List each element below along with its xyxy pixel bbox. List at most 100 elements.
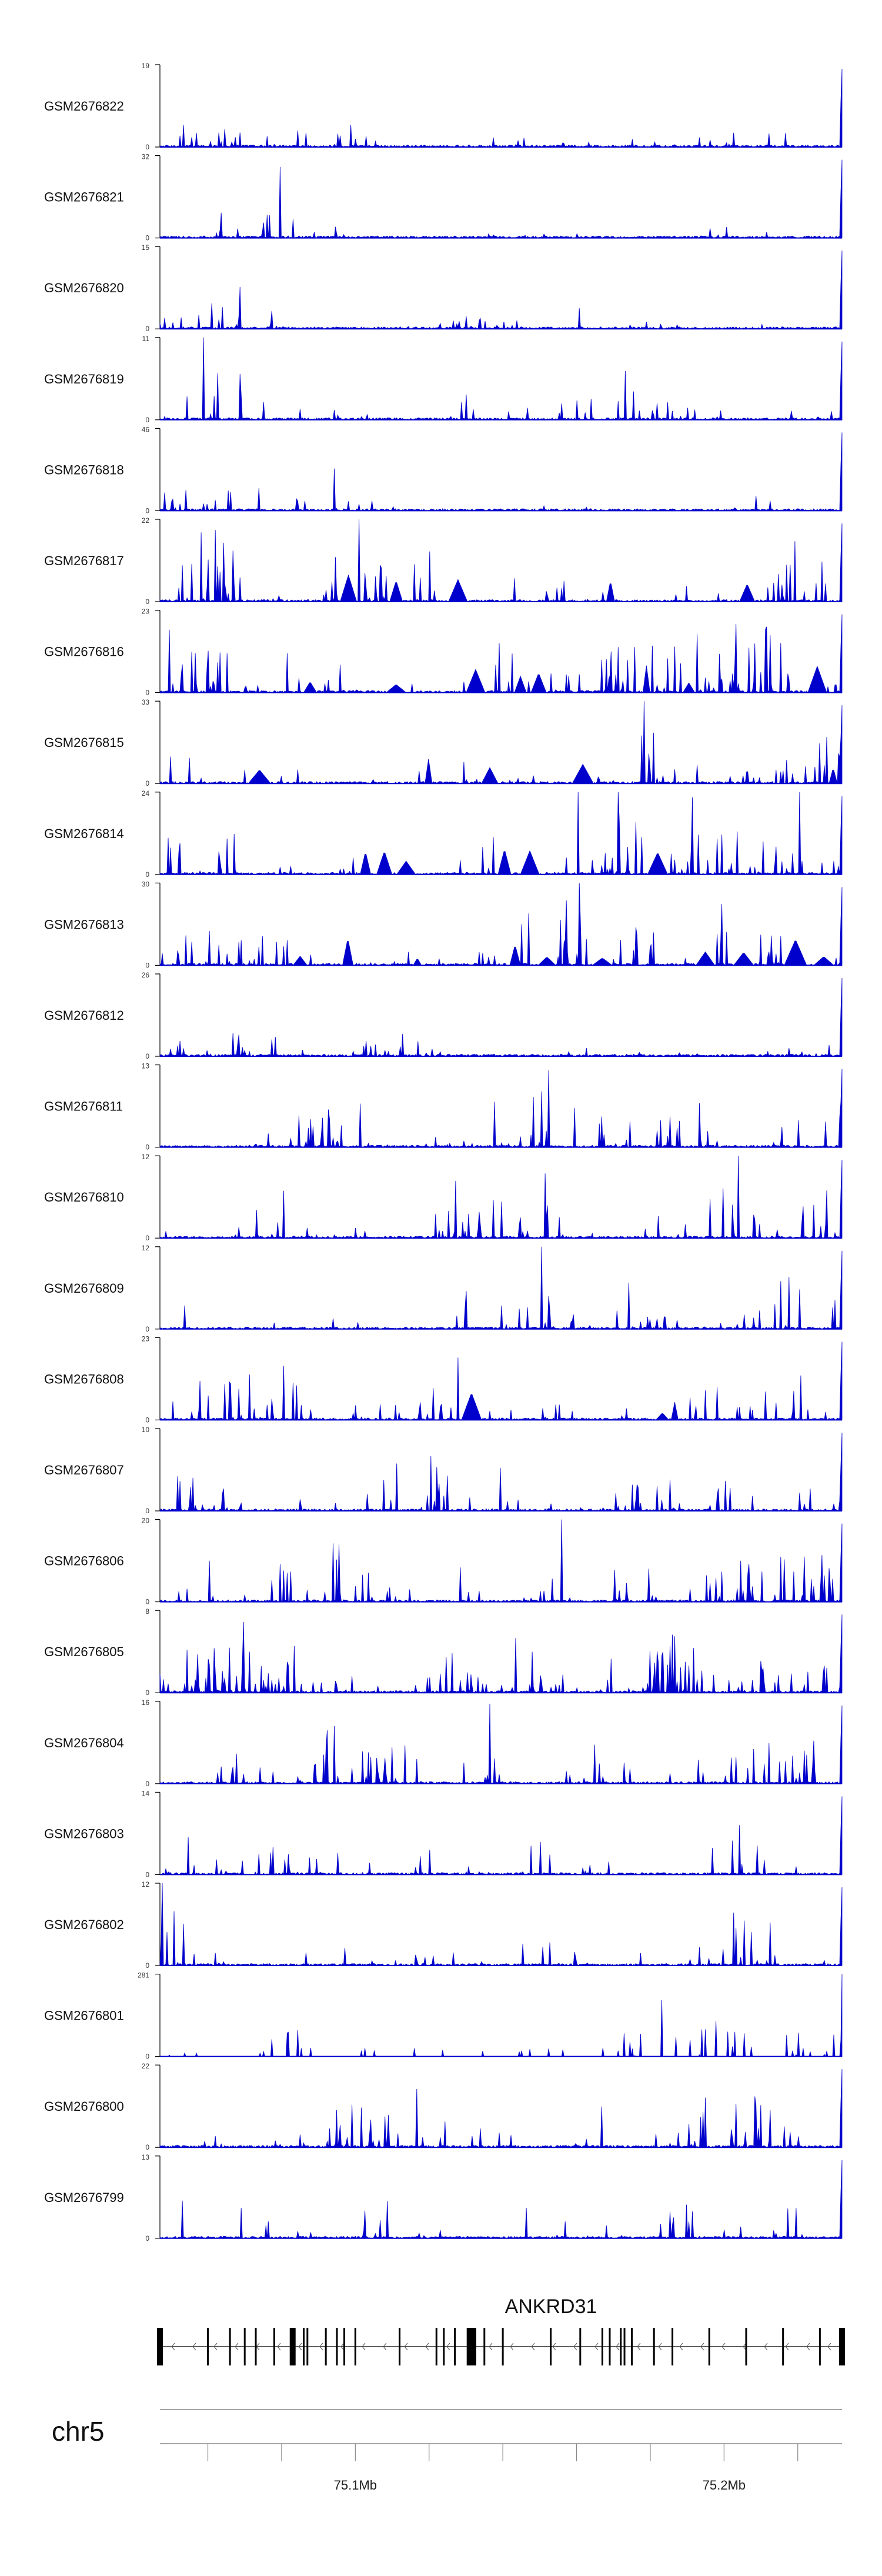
- y-min-label: 0: [145, 2053, 149, 2061]
- track-gsm2676810: GSM2676810 12 0: [44, 1153, 843, 1242]
- gene-name-label: ANKRD31: [505, 2295, 597, 2318]
- track-gsm2676805: GSM2676805 8 0: [44, 1607, 843, 1697]
- strand-arrow: [743, 2343, 747, 2351]
- exon-wide: [470, 2328, 476, 2365]
- y-min-label: 0: [145, 1870, 149, 1878]
- track-gsm2676809: GSM2676809 12 0: [44, 1244, 843, 1333]
- exon: [631, 2328, 633, 2365]
- track-label: GSM2676821: [44, 190, 124, 205]
- exon-wide: [157, 2328, 163, 2365]
- track-gsm2676806: GSM2676806 20 0: [44, 1517, 843, 1606]
- exon: [623, 2328, 626, 2365]
- strand-arrow: [827, 2343, 831, 2351]
- y-max-label: 46: [142, 425, 150, 433]
- y-min-label: 0: [145, 2234, 149, 2243]
- y-min-label: 0: [145, 143, 149, 151]
- track-gsm2676820: GSM2676820 15 0: [44, 243, 843, 333]
- track-label: GSM2676812: [44, 1008, 124, 1023]
- strand-arrow: [552, 2343, 556, 2351]
- y-min-label: 0: [145, 506, 149, 515]
- y-min-label: 0: [145, 1143, 149, 1152]
- signal-area: [159, 1246, 843, 1330]
- y-min-label: 0: [145, 1598, 149, 1606]
- y-max-label: 12: [142, 1244, 150, 1252]
- strand-arrow: [594, 2343, 599, 2351]
- exon: [708, 2328, 710, 2365]
- strand-arrow: [764, 2343, 768, 2351]
- strand-arrow: [340, 2343, 345, 2351]
- track-gsm2676807: GSM2676807 10 0: [44, 1426, 843, 1515]
- track-label: GSM2676802: [44, 1917, 124, 1932]
- signal-area: [159, 159, 843, 239]
- signal-area: [159, 251, 843, 330]
- y-max-label: 26: [142, 971, 150, 979]
- track-label: GSM2676816: [44, 645, 124, 659]
- track-gsm2676813: GSM2676813 30 0: [44, 880, 843, 969]
- exon: [818, 2328, 821, 2365]
- y-max-label: 8: [145, 1607, 149, 1616]
- y-max-label: 11: [142, 335, 150, 343]
- track-gsm2676814: GSM2676814 24 0: [44, 789, 843, 879]
- exon: [303, 2328, 305, 2365]
- y-min-label: 0: [145, 325, 149, 333]
- y-min-label: 0: [145, 1780, 149, 1788]
- exon: [354, 2328, 356, 2365]
- track-label: GSM2676817: [44, 553, 124, 568]
- y-max-label: 15: [142, 243, 150, 252]
- track-gsm2676817: GSM2676817 22 0: [44, 516, 843, 606]
- track-label: GSM2676805: [44, 1644, 124, 1659]
- track-gsm2676803: GSM2676803 14 0: [44, 1789, 843, 1878]
- exon: [550, 2328, 552, 2365]
- ruler-label: 75.2Mb: [703, 2478, 746, 2492]
- y-min-label: 0: [145, 870, 149, 879]
- signal-area: [159, 519, 843, 603]
- track-gsm2676818: GSM2676818 46 0: [44, 425, 843, 515]
- strand-arrow: [213, 2343, 218, 2351]
- ruler-label: 75.1Mb: [334, 2478, 377, 2492]
- strand-arrow: [806, 2343, 810, 2351]
- y-max-label: 20: [142, 1517, 150, 1525]
- y-max-label: 14: [142, 1789, 150, 1797]
- signal-area: [159, 68, 843, 148]
- track-label: GSM2676811: [44, 1099, 123, 1114]
- exon: [653, 2328, 655, 2365]
- signal-area: [159, 1796, 843, 1876]
- y-min-label: 0: [145, 1416, 149, 1424]
- exon: [745, 2328, 747, 2365]
- y-max-label: 24: [142, 789, 150, 798]
- strand-arrow: [658, 2343, 662, 2351]
- exon: [620, 2328, 622, 2365]
- y-min-label: 0: [145, 416, 149, 424]
- track-label: GSM2676810: [44, 1190, 124, 1204]
- signal-area: [159, 977, 843, 1057]
- exon: [399, 2328, 401, 2365]
- y-min-label: 0: [145, 1961, 149, 1970]
- y-min-label: 0: [145, 961, 149, 969]
- signal-area: [159, 1883, 843, 1966]
- strand-arrow: [531, 2343, 535, 2351]
- strand-arrow: [510, 2343, 514, 2351]
- track-gsm2676811: GSM2676811 13 0: [44, 1062, 843, 1152]
- y-max-label: 281: [138, 1971, 149, 1980]
- y-max-label: 13: [142, 2153, 150, 2161]
- track-gsm2676822: GSM2676822 19 0: [44, 62, 843, 151]
- track-label: GSM2676822: [44, 99, 124, 114]
- y-min-label: 0: [145, 779, 149, 788]
- strand-arrow: [637, 2343, 641, 2351]
- y-min-label: 0: [145, 1325, 149, 1333]
- track-gsm2676801: GSM2676801 281 0: [44, 1971, 843, 2061]
- y-max-label: 33: [142, 698, 150, 706]
- track-label: GSM2676800: [44, 2099, 124, 2114]
- track-gsm2676815: GSM2676815 33 0: [44, 698, 843, 788]
- track-label: GSM2676820: [44, 281, 124, 295]
- signal-area: [159, 1614, 843, 1694]
- exon: [671, 2328, 674, 2365]
- track-label: GSM2676806: [44, 1554, 124, 1569]
- signal-area: [159, 614, 843, 694]
- exon-wide: [466, 2328, 473, 2365]
- exon-wide: [839, 2328, 845, 2365]
- track-gsm2676808: GSM2676808 23 0: [44, 1334, 843, 1424]
- exon: [343, 2328, 346, 2365]
- signal-area: [159, 792, 843, 876]
